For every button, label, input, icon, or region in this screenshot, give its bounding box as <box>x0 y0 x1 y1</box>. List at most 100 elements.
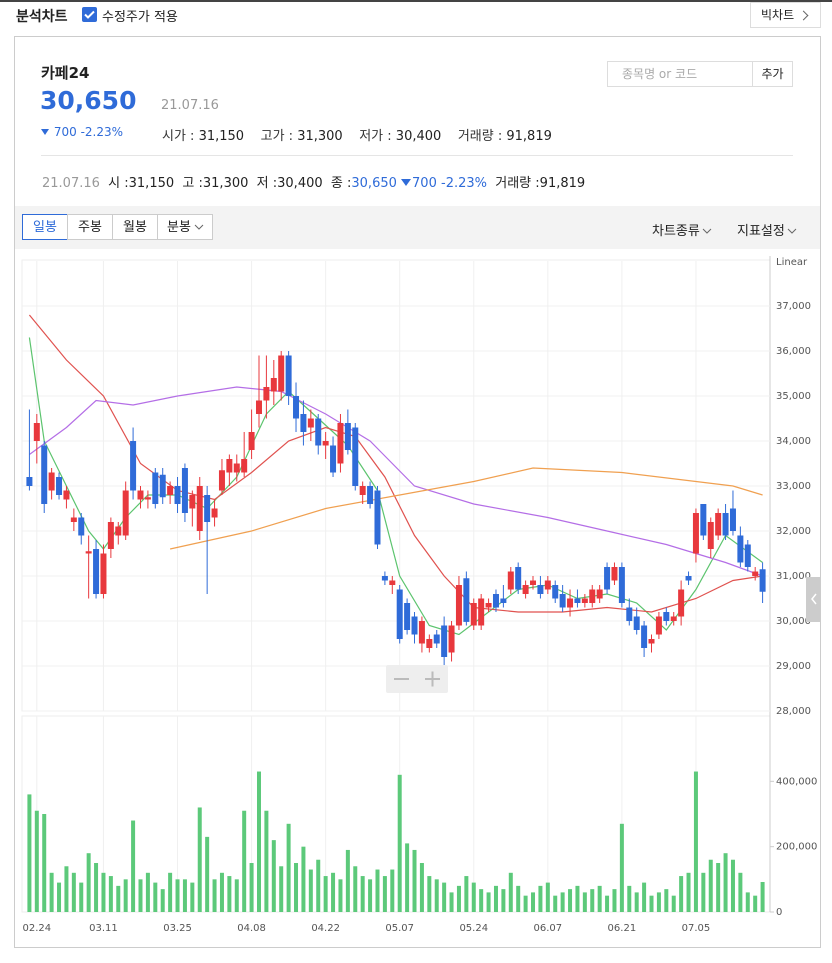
change-pct: -2.23% <box>80 125 124 139</box>
volume-bar <box>664 889 669 912</box>
candle-body <box>641 625 648 648</box>
plot <box>26 314 766 912</box>
zoom-in[interactable] <box>425 671 440 687</box>
volume-bar <box>745 892 750 912</box>
candle-body <box>396 589 403 639</box>
candle-body <box>174 486 181 504</box>
volume-bar <box>256 771 261 912</box>
candle-body <box>737 535 744 563</box>
volume-bar <box>679 876 684 912</box>
x-tick-label: 04.08 <box>237 923 266 934</box>
volume-bar <box>242 810 247 912</box>
add-button[interactable]: 추가 <box>752 61 793 87</box>
candle-body <box>596 589 603 599</box>
volume-bar <box>627 885 632 912</box>
volume-bar <box>294 863 299 912</box>
volume-bar <box>486 892 491 912</box>
volume-bar <box>79 882 84 912</box>
y-tick-label: 29,000 <box>776 661 811 672</box>
candle-body <box>426 639 433 648</box>
menu[interactable]: 지표설정 <box>737 220 797 239</box>
volume-bar <box>249 863 254 912</box>
volume-bar <box>168 872 173 912</box>
volume-bar <box>434 879 439 912</box>
candle-body <box>515 567 522 590</box>
tab[interactable]: 분봉 <box>157 214 213 240</box>
volume-bar <box>464 876 469 912</box>
x-tick-label: 03.11 <box>89 923 118 934</box>
candle-body <box>352 427 359 486</box>
bigchart-button[interactable]: 빅차트 <box>750 2 821 28</box>
volume-bar <box>227 876 232 912</box>
candle-body <box>404 603 411 630</box>
volume-bar <box>605 895 610 912</box>
summary: 21.07.16 시 :31,150 고 :31,300 저 :30,400 종… <box>42 172 585 191</box>
candle-body <box>537 585 544 594</box>
volume-bar <box>205 836 210 912</box>
candle-body <box>85 551 92 554</box>
tab[interactable]: 월봉 <box>112 214 158 240</box>
candle-body <box>337 423 344 464</box>
candle-body <box>70 517 77 522</box>
value: 31,150 <box>198 129 245 144</box>
volume-bar <box>390 869 395 912</box>
candle-body <box>181 468 188 513</box>
candle-body <box>48 472 55 491</box>
volume-bar <box>760 882 765 912</box>
volume-bar <box>175 879 180 912</box>
volume-bar <box>27 794 32 912</box>
summary-date: 21.07.16 <box>42 176 100 191</box>
volume-bar <box>449 892 454 912</box>
candle-body <box>700 504 707 536</box>
volume-bar <box>375 869 380 912</box>
checkbox[interactable] <box>82 7 97 22</box>
candle-body <box>167 486 174 495</box>
volume-bar <box>301 846 306 912</box>
candle-body <box>441 625 448 657</box>
volume-bar <box>264 810 269 912</box>
candle-body <box>374 490 381 545</box>
candle-body <box>463 578 470 622</box>
moving-average <box>28 314 763 613</box>
volume-bar <box>471 882 476 912</box>
volume-bar <box>190 882 195 912</box>
volume-bar <box>86 853 91 912</box>
value: 30,400 <box>277 176 323 191</box>
volume-bar <box>419 863 424 912</box>
candle-body <box>241 459 248 473</box>
side-toggle[interactable] <box>806 577 821 622</box>
volume-bar <box>94 863 99 912</box>
candle-body <box>418 621 425 644</box>
candle-body <box>389 580 396 585</box>
volume-bar <box>545 882 550 912</box>
candle-body <box>522 585 529 594</box>
candle-body <box>559 594 566 608</box>
checkbox-label[interactable]: 수정주가 적용 <box>102 10 178 25</box>
menu[interactable]: 차트종류 <box>652 220 712 239</box>
candle-body <box>455 585 462 626</box>
candle-body <box>93 549 100 594</box>
volume-bar <box>323 876 328 912</box>
volume-bar <box>716 863 721 912</box>
volume-bar <box>701 872 706 912</box>
candle-body <box>492 594 499 608</box>
label: 고가 : <box>260 129 294 144</box>
candle-body <box>137 490 144 500</box>
candle-body <box>196 486 203 531</box>
candle-body <box>285 355 292 396</box>
volume-bar <box>382 876 387 912</box>
toolbar-title: 분석차트 <box>16 9 68 25</box>
candle-body <box>611 567 618 581</box>
candle-body <box>604 567 611 590</box>
tab[interactable]: 주봉 <box>67 214 113 240</box>
candle-body <box>663 612 670 621</box>
tab-label: 분봉 <box>167 220 191 235</box>
candle-body <box>122 490 129 536</box>
volume-bar <box>360 876 365 912</box>
volume-bar <box>71 872 76 912</box>
change: 700 <box>412 176 437 191</box>
volume-bar <box>523 895 528 912</box>
volume-bar <box>286 823 291 912</box>
label: 거래량 : <box>495 176 540 191</box>
y-tick-label: 0 <box>776 907 782 918</box>
